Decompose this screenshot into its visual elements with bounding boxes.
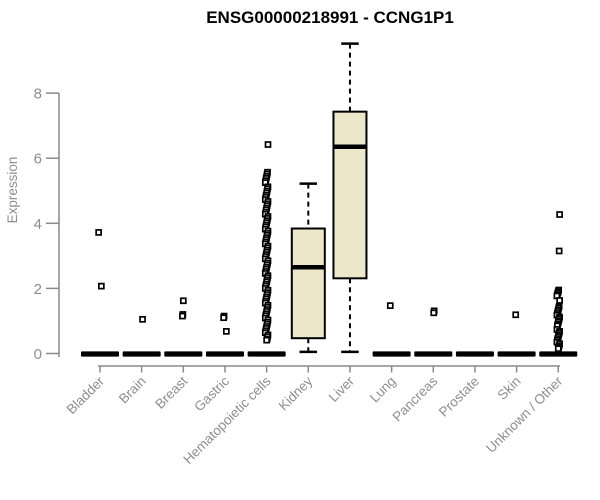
data-point bbox=[555, 247, 563, 255]
data-point bbox=[556, 297, 563, 304]
x-tick-label: Gastric bbox=[191, 373, 232, 414]
data-point bbox=[222, 328, 230, 335]
zero-bar-gastric bbox=[205, 351, 244, 357]
zero-bar-skin bbox=[497, 351, 536, 357]
x-tick-label: Kidney bbox=[276, 373, 316, 413]
x-tick-label: Bladder bbox=[64, 373, 108, 417]
y-tick-label: 2 bbox=[34, 281, 42, 298]
x-tick-label: Liver bbox=[326, 373, 358, 405]
box-liver bbox=[332, 110, 368, 280]
data-point bbox=[97, 282, 105, 290]
x-tick-label: Unknown / Other bbox=[483, 373, 566, 456]
y-tick-label: 4 bbox=[34, 216, 42, 233]
data-point bbox=[95, 229, 103, 236]
x-tick-label: Breast bbox=[152, 373, 190, 411]
data-point bbox=[263, 336, 270, 344]
zero-bar-breast bbox=[164, 351, 203, 357]
data-point bbox=[512, 311, 520, 319]
y-tick-label: 8 bbox=[34, 86, 42, 103]
zero-bar-brain bbox=[122, 351, 161, 357]
zero-bar-lung bbox=[372, 351, 411, 357]
x-tick-label: Prostate bbox=[436, 374, 482, 420]
zero-bar-bladder bbox=[81, 351, 119, 357]
data-point bbox=[139, 315, 146, 323]
zero-bar-pancreas bbox=[414, 351, 453, 357]
data-point bbox=[554, 345, 562, 352]
y-axis-label: Expression bbox=[5, 157, 20, 224]
zero-bar-unknown-other bbox=[539, 351, 578, 357]
y-tick-label: 6 bbox=[34, 151, 42, 168]
x-tick-label: Brain bbox=[116, 374, 149, 407]
data-point bbox=[264, 141, 272, 148]
data-point bbox=[220, 314, 227, 322]
plot-area bbox=[81, 42, 578, 357]
zero-bar-hematopoietic-cells bbox=[247, 351, 286, 357]
data-point bbox=[179, 297, 187, 305]
box-kidney bbox=[290, 227, 326, 340]
x-tick-label: Skin bbox=[495, 374, 524, 403]
y-tick-label: 0 bbox=[34, 346, 42, 363]
chart-title: ENSG00000218991 - CCNG1P1 bbox=[206, 8, 454, 27]
data-point bbox=[430, 309, 438, 317]
x-tick-label: Pancreas bbox=[389, 373, 440, 424]
data-point bbox=[556, 211, 563, 218]
x-tick-label: Lung bbox=[367, 374, 399, 406]
data-point bbox=[386, 302, 394, 310]
zero-bar-prostate bbox=[455, 351, 494, 357]
data-point bbox=[179, 312, 186, 320]
